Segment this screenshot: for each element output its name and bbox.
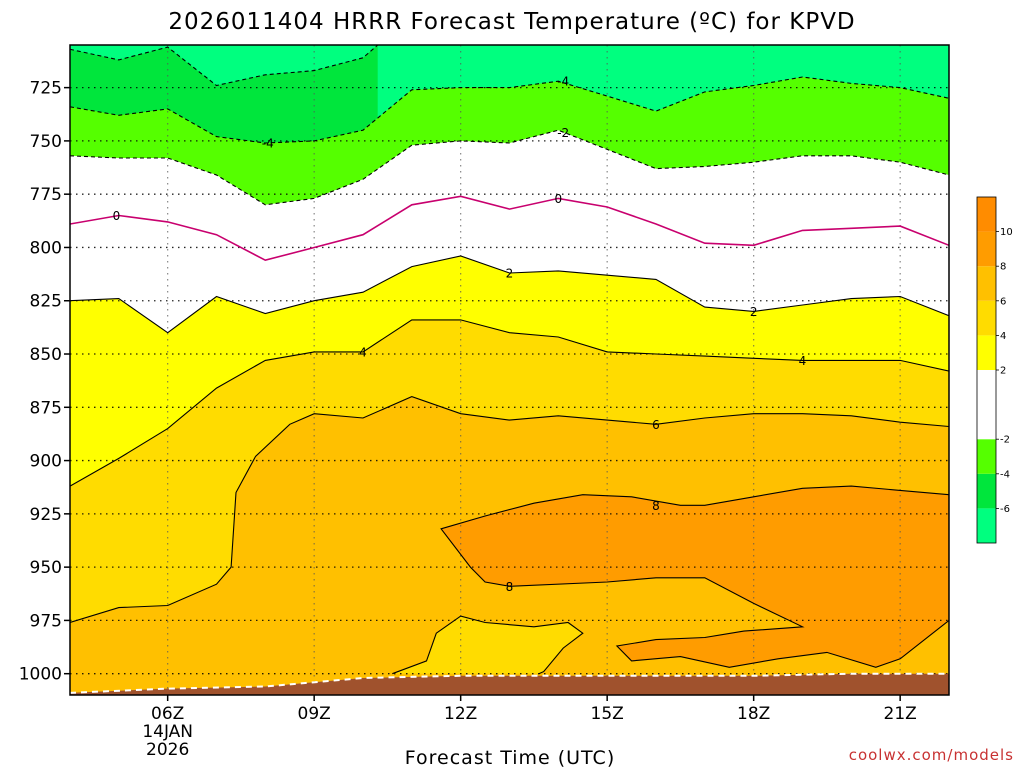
contour-label: -4 <box>262 137 274 151</box>
contour-lines <box>70 45 949 675</box>
credit-text: coolwx.com/models <box>849 746 1014 764</box>
y-tick-label: 1000 <box>19 665 62 685</box>
contour-label: -2 <box>557 126 569 140</box>
y-tick-label: 875 <box>30 398 62 418</box>
colorbar-swatch <box>977 335 996 370</box>
ground-layer <box>70 672 949 695</box>
grid-lines <box>70 45 949 695</box>
y-tick-label: 850 <box>30 345 62 365</box>
x-axis-label: Forecast Time (UTC) <box>405 747 615 768</box>
colorbar-tick-label: 6 <box>1000 296 1006 307</box>
colorbar-swatch <box>977 473 996 509</box>
colorbar-swatch <box>977 508 996 543</box>
y-tick-label: 950 <box>30 558 62 578</box>
contour-line <box>70 45 379 87</box>
y-tick-label: 800 <box>30 238 62 258</box>
y-axis: 725 750 775 800 825 850 875 900 925 950 975 1000 <box>19 79 70 685</box>
y-tick-label: 900 <box>30 452 62 472</box>
fill-band-4-lower <box>392 616 583 674</box>
contour-label: -4 <box>557 75 569 89</box>
contour-line <box>70 195 949 262</box>
colorbar-swatch <box>977 370 996 440</box>
colorbar-swatch <box>977 231 996 267</box>
temperature-fills <box>70 45 949 695</box>
contour-line <box>70 396 949 624</box>
x-tick-label: 18Z <box>737 704 770 724</box>
contour-line <box>70 76 949 144</box>
x-tick-label: 15Z <box>591 704 624 724</box>
fill-band-8 <box>441 486 949 668</box>
contour-label: 0 <box>555 192 563 206</box>
x-tick-label: 06Z <box>151 704 184 724</box>
x-tick-label: 21Z <box>884 704 917 724</box>
contour-label: 4 <box>799 354 807 368</box>
contour-label: 8 <box>506 580 514 594</box>
colorbar-tick-label: 2 <box>1000 366 1006 377</box>
x-tick-label: 14JAN <box>142 722 193 742</box>
colorbar-tick-label: -4 <box>1000 469 1010 480</box>
chart-title: 2026011404 HRRR Forecast Temperature (ºC… <box>168 9 855 35</box>
contour-label: 0 <box>113 209 121 223</box>
contour-label: 2 <box>750 305 758 319</box>
contour-label: 6 <box>652 418 660 432</box>
colorbar-swatch <box>977 197 996 232</box>
contour-label: 4 <box>359 345 367 359</box>
colorbar-tick-label: 4 <box>1000 331 1006 342</box>
y-tick-label: 750 <box>30 132 62 152</box>
contour-labels: 0 -4 -4 -2 0 2 2 4 4 6 8 8 <box>113 75 807 594</box>
ground-fill <box>70 673 949 695</box>
colorbar-swatch <box>977 439 996 474</box>
contour-line <box>440 485 949 668</box>
y-tick-label: 825 <box>30 292 62 312</box>
x-tick-label: 12Z <box>444 704 477 724</box>
surface-line <box>70 672 949 694</box>
y-tick-label: 775 <box>30 185 62 205</box>
contour-line <box>70 129 949 206</box>
x-tick-label: 2026 <box>146 740 189 760</box>
colorbar-tick-label: 10 <box>1000 227 1013 238</box>
y-tick-label: 925 <box>30 505 62 525</box>
contour-label: 8 <box>652 499 660 513</box>
colorbar-tick-label: 8 <box>1000 262 1006 273</box>
contour-line <box>392 615 584 675</box>
plot-frame <box>69 44 950 696</box>
y-tick-label: 975 <box>30 611 62 631</box>
contour-label: 2 <box>506 267 514 281</box>
colorbar-tick-label: -6 <box>1000 504 1010 515</box>
contour-line <box>70 319 949 487</box>
contour-line <box>70 255 949 334</box>
colorbar-swatch <box>977 300 996 336</box>
colorbar-tick-label: -2 <box>1000 435 1010 446</box>
plot-area: 0 -4 -4 -2 0 2 2 4 4 6 8 8 <box>70 45 949 695</box>
y-tick-label: 725 <box>30 79 62 99</box>
colorbar: -6 -4 -2 2 4 6 8 10 <box>976 196 1013 544</box>
colorbar-swatch <box>977 266 996 301</box>
x-tick-label: 09Z <box>298 704 331 724</box>
